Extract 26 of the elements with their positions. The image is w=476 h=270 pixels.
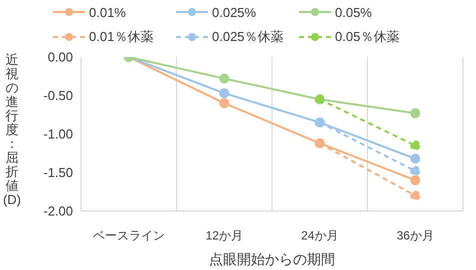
legend-label: 0.025％休薬 (212, 28, 284, 46)
x-tick-label: ベースライン (92, 228, 165, 243)
point (410, 175, 420, 186)
x-tick-label: 12か月 (206, 228, 243, 243)
text: 近視の進行度：屈折値(D) (2, 52, 22, 207)
point (219, 88, 230, 98)
legend-label: 0.01％休薬 (89, 28, 154, 46)
point (410, 190, 420, 201)
y-tick-label: -2.00 (43, 204, 73, 219)
x-tick-label: 24か月 (301, 228, 338, 243)
x-tick-label: 36か月 (396, 228, 434, 243)
y-tick-label: 0.00 (48, 50, 73, 65)
legend-label: 0.025% (212, 4, 256, 20)
point (219, 98, 230, 108)
point (410, 166, 420, 176)
legend-label: 0.01% (89, 4, 126, 20)
y-tick-label: -1.00 (43, 126, 73, 142)
point (410, 108, 420, 118)
legend-label: 0.05% (335, 4, 372, 20)
point (219, 74, 230, 84)
y-tick-label: -1.50 (43, 165, 73, 180)
legend-label: 0.05％休薬 (335, 28, 400, 46)
point (410, 140, 420, 151)
x-axis-title: 点眼開始からの期間 (209, 251, 335, 267)
point (410, 154, 420, 164)
y-tick-label: -0.50 (43, 88, 73, 104)
